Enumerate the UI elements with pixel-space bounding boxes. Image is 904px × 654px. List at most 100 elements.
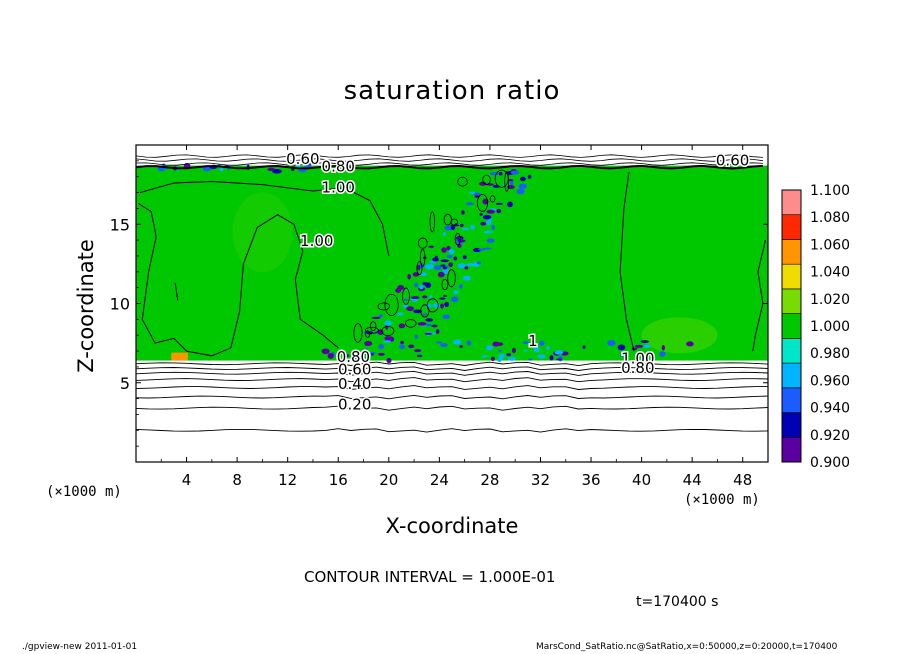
supersaturated-patch [232,192,293,273]
colorbar-label: 1.040 [810,265,850,281]
speckle [549,355,554,361]
speckle [486,238,495,243]
speckle [528,358,533,361]
speckle [442,269,450,274]
speckle [446,245,451,251]
speckle [414,282,418,288]
colorbar-frame [781,189,802,463]
contour-loop [353,323,363,343]
y-axis-label: Z-coordinate [74,239,98,373]
contour-loop [381,326,395,336]
speckle [435,341,443,344]
speckle [686,341,694,347]
colorbar-label: 0.900 [810,455,850,471]
speckle [619,354,624,358]
speckle [440,343,448,347]
contour-loop [489,195,496,203]
speckle [448,249,455,255]
speckle [425,303,432,309]
speckle [321,348,330,355]
contour-loop [450,218,459,226]
speckle [461,227,470,231]
speckle [480,221,487,226]
contour-line-1-00 [138,203,339,357]
speckle [384,336,391,341]
speckle [440,264,446,267]
speckle [539,340,545,346]
speckle [506,353,512,357]
contour-interval-text: CONTOUR INTERVAL = 1.000E-01 [304,568,556,586]
contour-loop [447,269,456,288]
speckle [414,349,422,353]
speckle [507,201,513,208]
speckle [459,283,463,289]
speckle [497,359,502,362]
speckle [450,225,456,231]
contour-line [136,162,763,166]
speckle [473,192,481,196]
speckle [414,334,418,340]
y-tick-label: 10 [110,295,130,314]
speckle [382,340,392,343]
speckle [483,230,493,234]
x-tick-label: 24 [430,471,449,489]
speckle [444,225,453,231]
speckle [424,263,434,270]
speckle [450,296,459,303]
speckle [461,210,465,215]
speckle [462,275,471,281]
contour-loop [364,326,379,334]
speckle [327,352,334,359]
speckle [617,344,626,351]
speckle [453,256,458,261]
speckle [452,339,462,345]
speckle [364,340,373,347]
x-tick-label: 36 [581,471,600,489]
speckle [554,350,564,355]
contour-line [136,154,763,158]
colorbar-label: 0.980 [810,346,850,362]
contour-loop [457,176,468,187]
colorbar-label: 1.080 [810,210,850,226]
contour-loop [377,302,391,311]
colorbar-swatch [781,412,802,438]
speckle [459,223,464,228]
contour-loop [504,171,510,192]
contour-loop [482,174,491,185]
x-tick-label: 12 [278,471,297,489]
x-tick-label: 48 [733,471,752,489]
speckle [462,255,467,260]
y-tick-label: 15 [110,215,130,234]
speckle [432,302,440,308]
speckle [402,304,408,308]
speckle [433,265,442,271]
x-unit-label-right: (×1000 m) [684,492,760,508]
contour-label: 0.60 [716,151,749,169]
contour-loop [441,278,449,291]
speckle [441,247,447,253]
speckle [486,220,492,226]
contour-line [136,164,763,170]
speckle [352,354,361,361]
speckle [377,352,385,356]
contour-line [136,428,768,433]
speckle [403,298,408,301]
speckle [659,351,666,357]
speckle [537,354,546,359]
speckle [440,259,450,263]
speckle [516,188,525,195]
colorbar-swatch [781,338,802,364]
x-tick-label: 4 [182,471,192,489]
speckle [439,297,446,300]
contour-loop [370,321,377,331]
contour-loop [420,304,430,318]
contour-line [136,158,763,162]
x-tick-label: 32 [531,471,550,489]
contour-label: 0.20 [338,395,371,413]
speckle [481,355,488,358]
speckle [459,345,463,348]
speckle [527,174,532,179]
speckle [643,344,652,349]
speckle [533,346,540,353]
